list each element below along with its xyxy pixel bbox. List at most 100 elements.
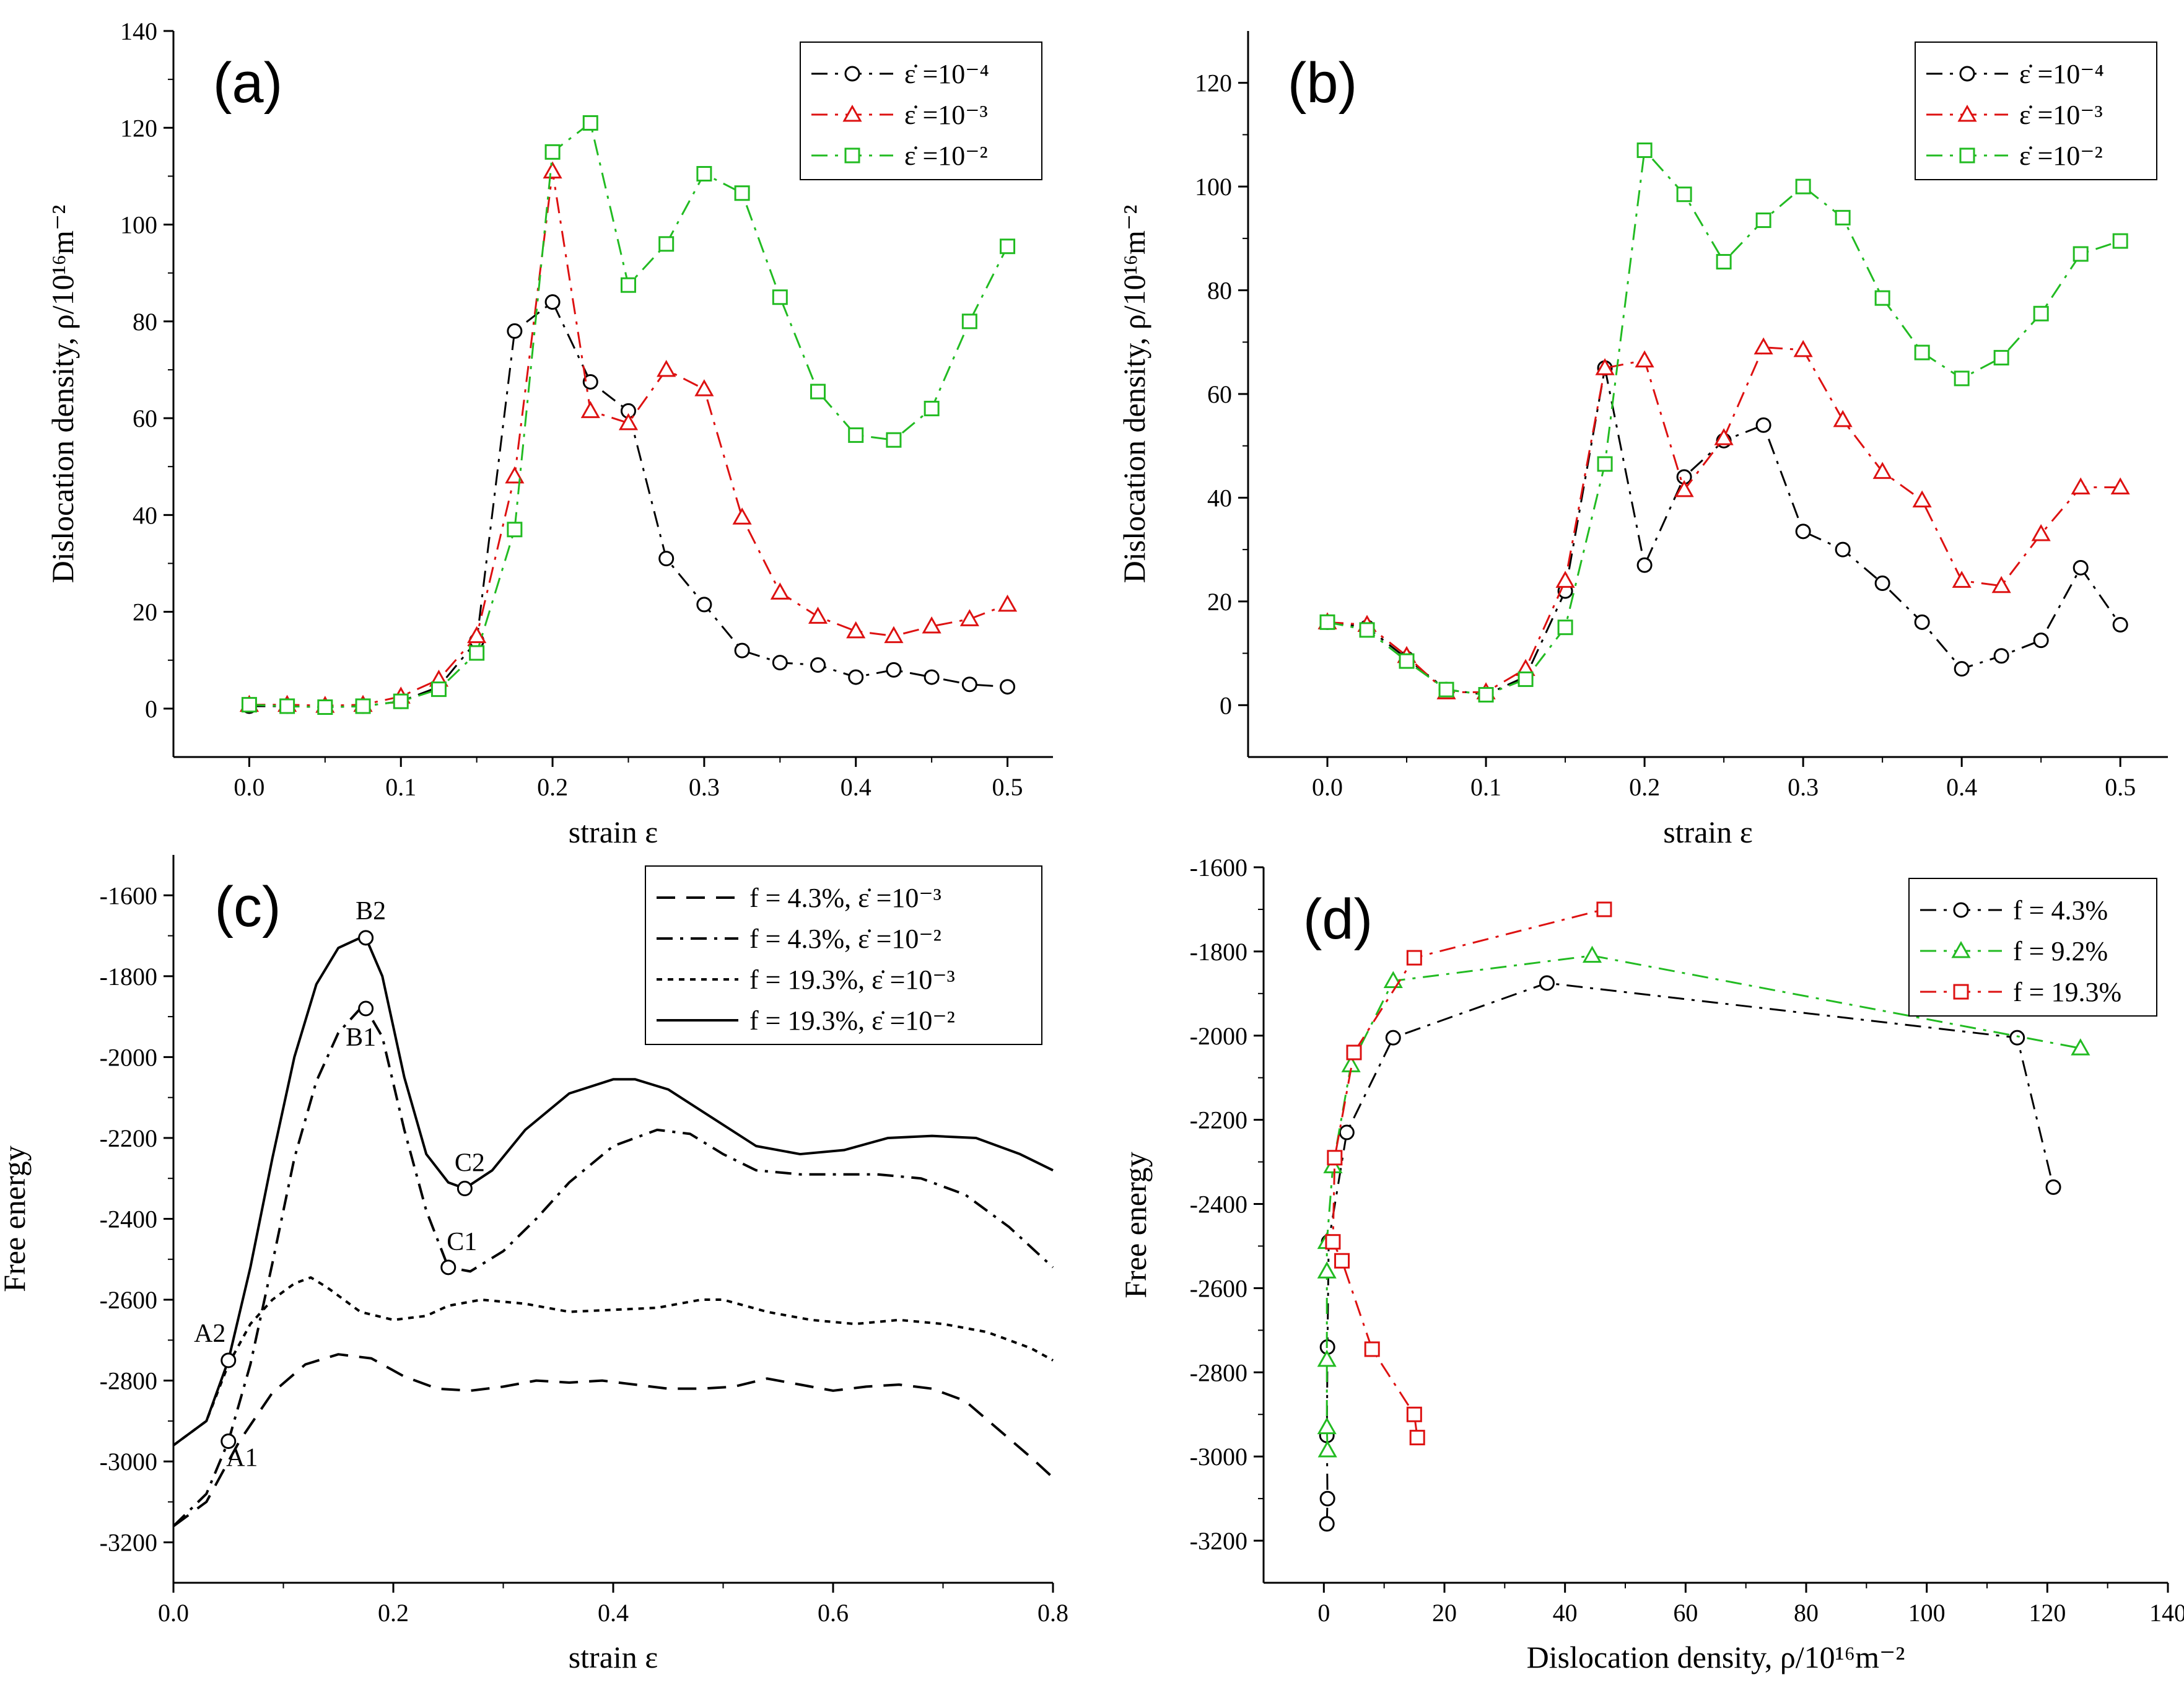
x-tick-label: 0.0 [1312,773,1343,801]
series-line-3 [172,1276,1054,1446]
data-point [1835,209,1851,225]
y-tick-label: 80 [1207,277,1232,305]
data-point [1327,1150,1343,1166]
panel-b: 0.0 0.1 0.2 0.3 0.4 0.5 0 20 40 60 80 100 120 strain … [1117,31,2168,849]
data-point [1833,409,1853,427]
series-line-1 [172,1353,1054,1528]
data-point [848,427,864,443]
data-point [1636,557,1653,573]
annotation-point [456,1181,473,1197]
x-tick-label: 0.4 [1946,773,1977,801]
y-tick-label: 40 [1207,484,1232,512]
series-line-3 [1332,908,1605,1438]
legend-box [645,865,1042,1045]
legend: f = 4.3% f = 9.2% f = 19.3% [1908,878,2157,1017]
data-point [393,693,409,709]
legend-label: f = 19.3%, ε̇ =10⁻³ [749,965,955,995]
y-tick-label: 120 [1195,69,1232,97]
data-point [544,144,561,160]
data-point [810,383,826,400]
y-tick-label: 40 [133,501,157,529]
x-axis-label: strain ε [569,815,658,849]
data-point [658,551,675,567]
data-point [1557,619,1573,636]
x-tick-label: 0.2 [378,1599,409,1627]
data-point [1755,417,1771,433]
data-point [1364,1341,1380,1357]
data-point [2110,477,2130,495]
y-tick-label: 140 [120,17,157,45]
x-tick-label: 80 [1794,1599,1819,1627]
data-point [1795,178,1811,195]
data-point [1954,370,1970,387]
y-tick-label: -1600 [100,882,157,909]
data-point [1555,571,1575,588]
data-point [2045,1179,2061,1195]
legend-label: ε̇ =10⁻² [904,141,988,171]
data-point [808,606,828,624]
data-point [2031,523,2051,541]
data-point [961,313,977,330]
data-point [1346,1044,1362,1061]
series-line-2 [1326,955,2081,1451]
legend-marker [844,147,860,164]
y-tick-label: -2200 [100,1124,157,1152]
legend-marker [1951,940,1971,958]
data-point [846,621,866,639]
annotation-label: B2 [356,897,386,926]
data-point [1952,571,1972,588]
data-point [1872,462,1892,479]
data-point [1319,614,1335,630]
x-tick-label: 0.1 [1470,773,1501,801]
y-tick-label: -3000 [100,1448,157,1476]
data-point [2071,477,2090,495]
panel-c: 0.0 0.2 0.4 0.6 0.8 -3200 -3000 -2800 -2600 -2400… [0,855,1068,1674]
legend-marker [844,66,860,82]
legend-label: f = 19.3% [2013,977,2121,1007]
data-point [1874,290,1890,306]
data-point [924,400,940,416]
y-tick-label: -2400 [1190,1191,1247,1219]
data-point [469,645,485,661]
y-tick-label: -2000 [1190,1022,1247,1050]
data-point [507,323,523,339]
data-point [1636,142,1653,159]
data-point [1339,1124,1355,1140]
panel-letter: (d) [1303,888,1373,951]
x-tick-label: 0.3 [1788,773,1819,801]
legend-marker [1953,984,1969,1000]
y-tick-label: 0 [1220,691,1232,719]
data-point [1674,479,1694,497]
data-point [696,165,712,182]
annotation-label: B1 [346,1023,376,1052]
data-point [1317,1417,1337,1435]
y-tick-label: -2800 [1190,1359,1247,1386]
data-point [1325,1234,1341,1250]
data-point [694,379,714,396]
data-point [1385,1030,1401,1046]
legend-marker [1953,902,1969,918]
data-point [618,413,639,431]
legend-box [800,42,1042,180]
data-point [620,277,636,293]
y-tick-label: -1800 [1190,938,1247,966]
data-point [1409,1430,1425,1446]
data-point [580,401,600,418]
data-point [1406,1406,1422,1422]
annotation-label: A1 [226,1444,258,1473]
data-point [1914,614,1930,630]
y-tick-label: -2600 [100,1286,157,1314]
data-point [884,626,904,644]
legend-label: ε̇ =10⁻⁴ [904,59,989,89]
data-point [772,289,788,305]
data-point [1993,648,2009,664]
y-axis-label: Free energy [0,1145,32,1292]
x-tick-label: 140 [2149,1599,2184,1627]
series-line-2 [1327,346,2121,693]
data-point [959,609,979,626]
data-point [1595,358,1615,375]
legend-marker [1957,104,1977,122]
y-tick-label: -1800 [100,963,157,991]
x-tick-label: 0.6 [818,1599,849,1627]
x-tick-label: 0.5 [992,773,1023,801]
